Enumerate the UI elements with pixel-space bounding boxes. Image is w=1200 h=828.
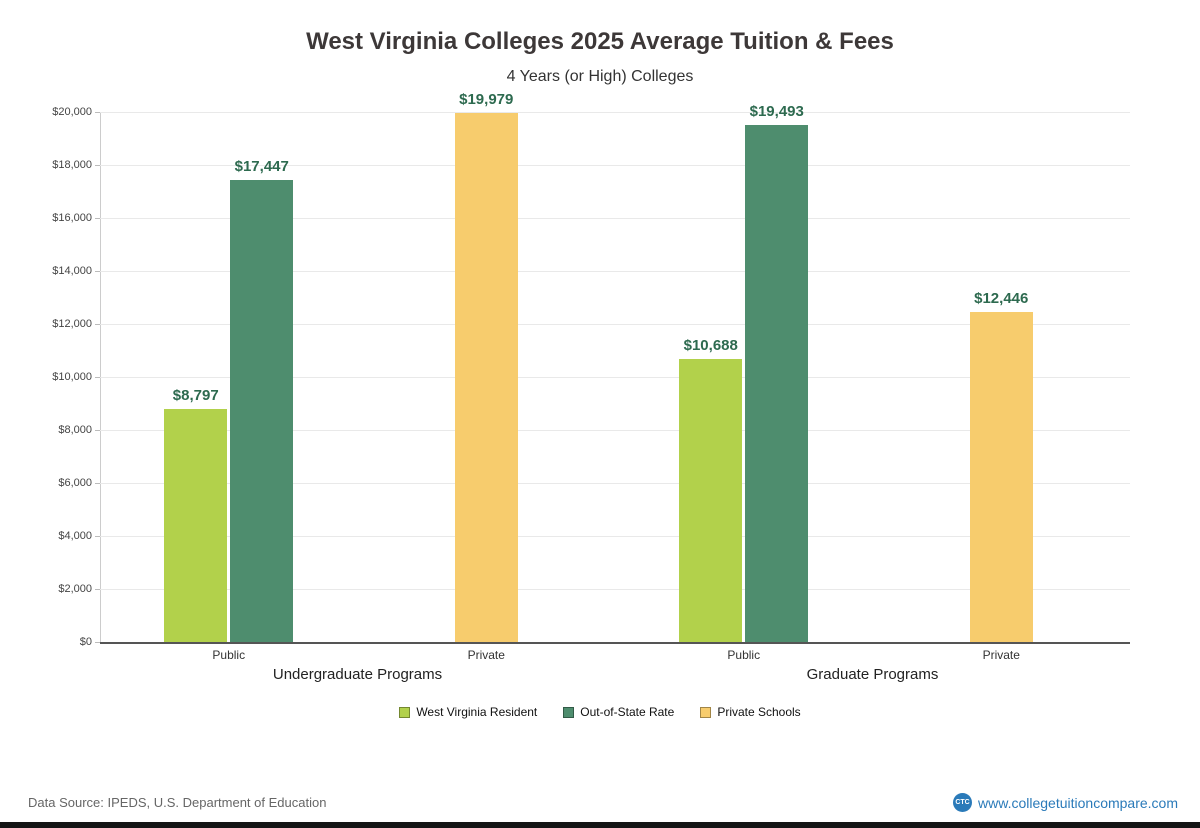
x-axis-group-labels: Undergraduate Programs Graduate Programs	[100, 666, 1130, 683]
x-axis-labels: Public Private Public Private	[100, 642, 1130, 662]
bar-chart-plot-area: $0 $2,000 $4,000 $6,000 $8,000 $10,000 $12,000…	[52, 91, 1131, 648]
bar[interactable]	[230, 179, 294, 642]
y-axis-tick	[95, 165, 100, 166]
gridline	[100, 483, 1130, 484]
gridline	[100, 536, 1130, 537]
gridline	[100, 589, 1130, 590]
chart-subtitle: 4 Years (or High) Colleges	[506, 68, 694, 85]
gridline	[100, 271, 1130, 272]
gridline	[100, 165, 1130, 166]
data-source-text: Data Source: IPEDS, U.S. Department of E…	[28, 795, 327, 810]
bar-value-label: $10,688	[683, 336, 738, 354]
x-axis-group-label: Graduate Programs	[806, 666, 939, 683]
y-axis-tick-label: $14,000	[52, 265, 92, 277]
bar-value-label: $19,979	[459, 90, 514, 108]
gridline	[100, 218, 1130, 219]
category-slot: $10,688 $19,493	[615, 103, 873, 642]
bottom-bar	[0, 822, 1200, 828]
y-axis-tick	[95, 377, 100, 378]
gridline	[100, 430, 1130, 431]
bar[interactable]	[454, 112, 518, 642]
bar[interactable]	[745, 125, 809, 642]
legend-swatch-icon	[563, 706, 575, 718]
legend-swatch-icon	[399, 706, 411, 718]
legend-label: Private Schools	[717, 705, 801, 719]
y-axis-tick-label: $6,000	[58, 477, 92, 489]
y-axis-tick-label: $8,000	[58, 424, 92, 436]
y-axis-tick	[95, 483, 100, 484]
bar-group: $12,446	[969, 290, 1033, 642]
legend-item[interactable]: Private Schools	[700, 705, 801, 719]
x-axis-tick-label: Public	[727, 648, 761, 662]
y-axis-tick	[95, 324, 100, 325]
bar-group: $10,688 $19,493	[679, 103, 809, 642]
y-axis-tick	[95, 218, 100, 219]
gridline	[100, 642, 1130, 644]
y-axis-tick-label: $2,000	[58, 583, 92, 595]
legend-item[interactable]: Out-of-State Rate	[563, 705, 674, 719]
bar-column: $12,446	[969, 290, 1033, 642]
y-axis-tick-label: $0	[79, 636, 92, 648]
bar-value-label: $19,493	[749, 103, 804, 121]
bar-column: $10,688	[679, 336, 743, 642]
bar-group: $8,797 $17,447	[164, 157, 294, 642]
gridline	[100, 112, 1130, 113]
y-axis-tick-label: $20,000	[52, 106, 92, 118]
gridline	[100, 377, 1130, 378]
gridline	[100, 324, 1130, 325]
x-axis-tick-label: Private	[982, 648, 1020, 662]
bar-value-label: $8,797	[172, 386, 219, 404]
bar[interactable]	[969, 312, 1033, 642]
legend-item[interactable]: West Virginia Resident	[399, 705, 537, 719]
chart-title: West Virginia Colleges 2025 Average Tuit…	[306, 28, 894, 55]
bar-column: $19,979	[454, 90, 518, 642]
y-axis-tick	[95, 589, 100, 590]
y-axis-tick-label: $18,000	[52, 159, 92, 171]
bar-column: $8,797	[164, 386, 228, 642]
y-axis-tick-label: $12,000	[52, 318, 92, 330]
category-slot: $12,446	[873, 112, 1131, 642]
legend-swatch-icon	[700, 706, 712, 718]
bar-column: $17,447	[230, 157, 294, 642]
category-slot: $8,797 $17,447	[100, 112, 358, 642]
y-axis-tick-label: $16,000	[52, 212, 92, 224]
x-axis-tick-label: Public	[212, 648, 246, 662]
y-axis-tick-label: $4,000	[58, 530, 92, 542]
bar[interactable]	[164, 408, 228, 642]
bar-value-label: $17,447	[234, 157, 289, 175]
ctc-logo-icon: CTC	[953, 793, 973, 812]
x-axis-group-label: Undergraduate Programs	[272, 666, 443, 683]
bar-value-label: $12,446	[974, 290, 1029, 308]
legend: West Virginia Resident Out-of-State Rate P…	[0, 705, 1200, 719]
y-axis-tick	[95, 112, 100, 113]
y-axis-tick	[95, 536, 100, 537]
bar-column: $19,493	[745, 103, 809, 642]
y-axis-tick	[95, 642, 100, 643]
x-axis-tick-label: Private	[467, 648, 505, 662]
y-axis-tick-label: $10,000	[52, 371, 92, 383]
bar-group: $19,979	[454, 90, 518, 642]
y-axis-tick	[95, 271, 100, 272]
footer: Data Source: IPEDS, U.S. Department of E…	[28, 793, 1178, 812]
legend-label: Out-of-State Rate	[580, 705, 675, 719]
site-link[interactable]: CTC www.collegetuitioncompare.com	[953, 793, 1178, 812]
bars-container: $8,797 $17,447 $19,979 $10,688 $19,493 $12,44…	[100, 91, 1131, 642]
site-url: www.collegetuitioncompare.com	[978, 794, 1178, 811]
y-axis-tick	[95, 430, 100, 431]
bar[interactable]	[679, 358, 743, 642]
category-slot: $19,979	[358, 91, 616, 642]
legend-label: West Virginia Resident	[416, 705, 538, 719]
